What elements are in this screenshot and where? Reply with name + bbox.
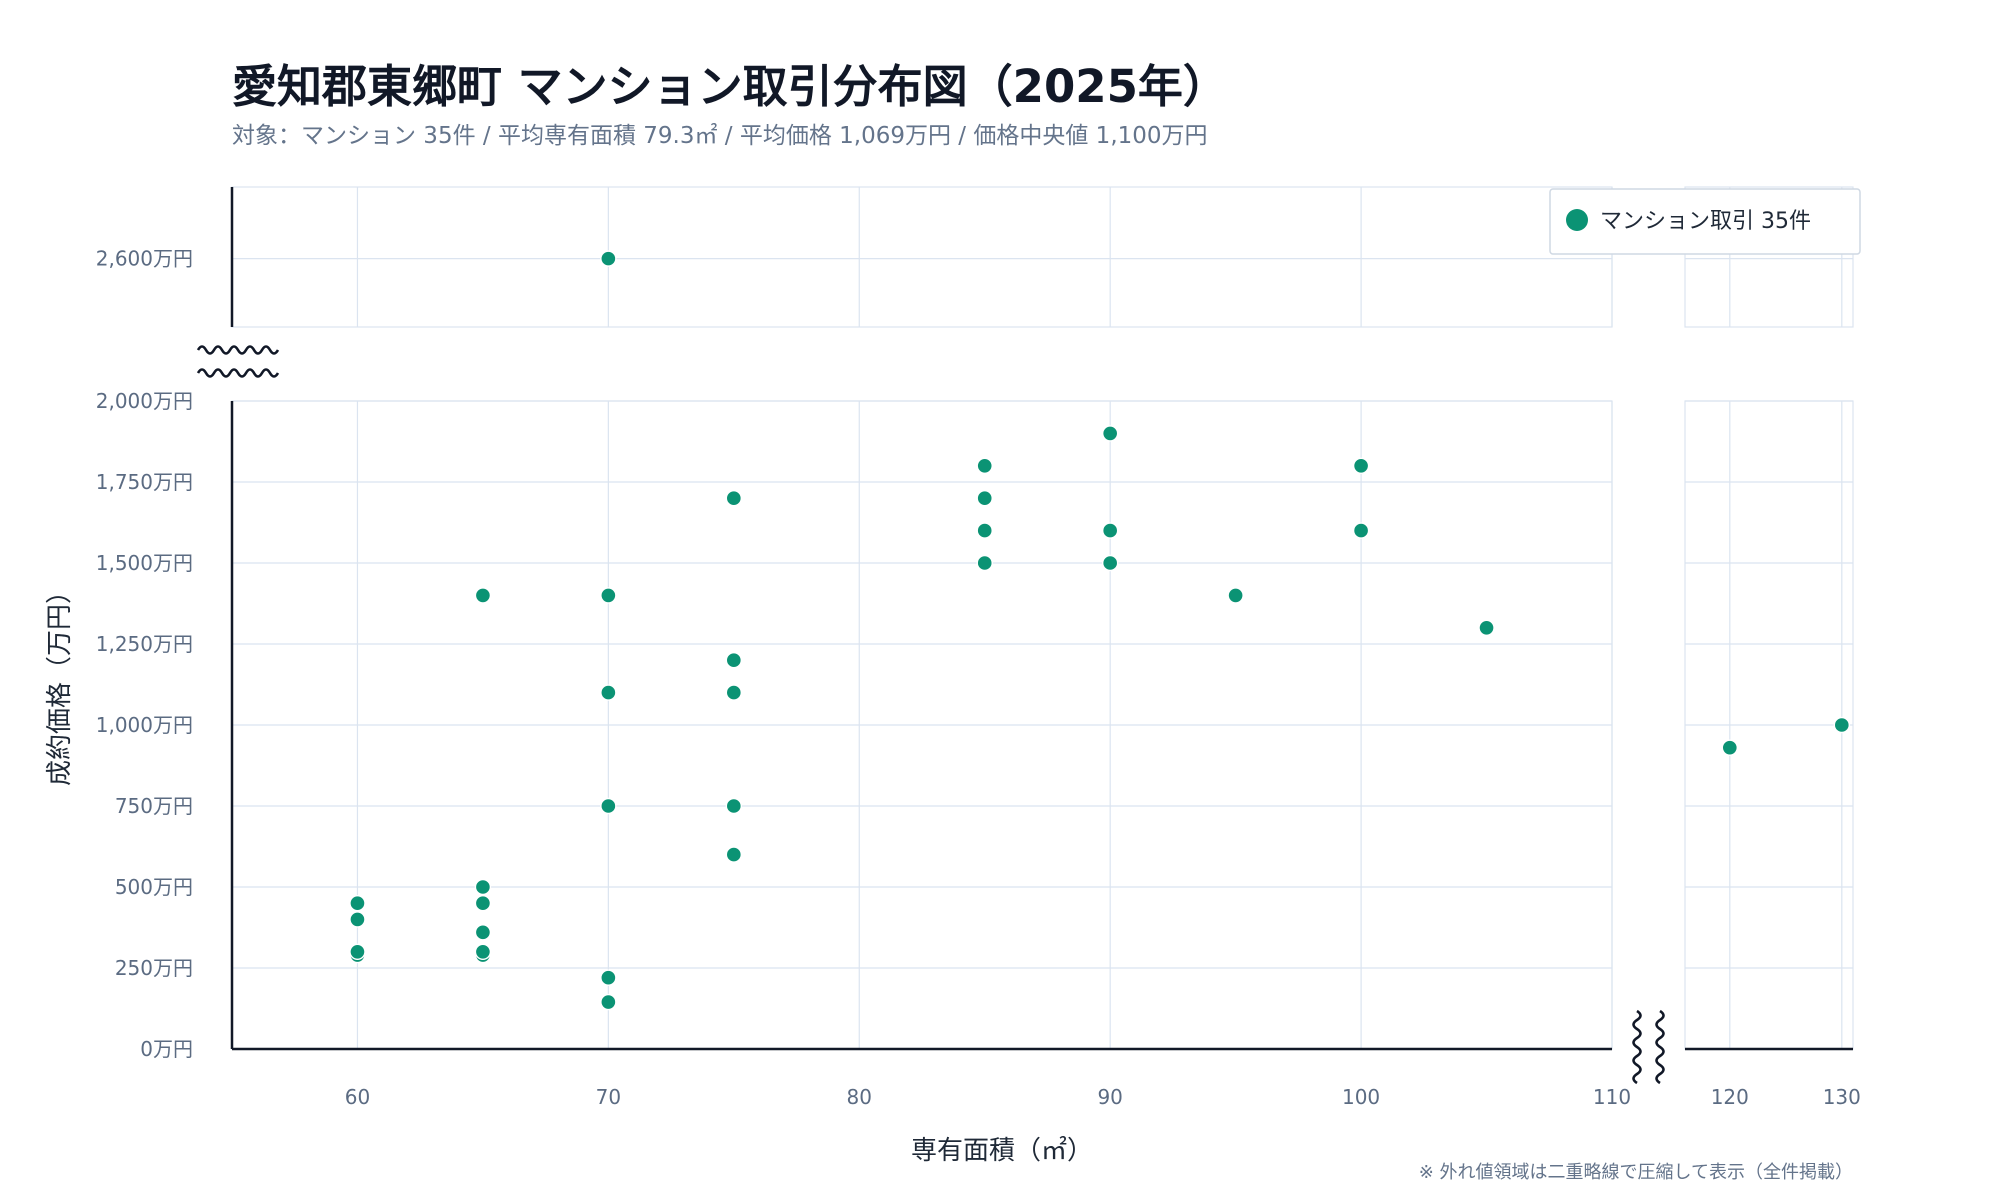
y-tick-label: 2,600万円 xyxy=(96,247,193,271)
x-axis-break-mark xyxy=(1632,1009,1642,1085)
axes xyxy=(230,187,1853,1051)
data-point xyxy=(474,878,492,896)
data-point xyxy=(1478,619,1495,636)
data-point xyxy=(976,522,993,539)
data-point xyxy=(1833,716,1851,734)
data-point xyxy=(1352,522,1370,539)
y-axis-break-mark xyxy=(196,345,280,355)
data-point xyxy=(349,895,366,912)
data-point xyxy=(725,684,743,701)
data-point xyxy=(600,993,617,1011)
y-tick-label: 1,000万円 xyxy=(96,713,193,737)
data-point xyxy=(725,797,743,815)
data-point xyxy=(474,943,492,960)
data-point xyxy=(1721,739,1739,756)
data-point xyxy=(725,490,743,507)
data-point xyxy=(976,554,993,572)
y-tick-label: 1,750万円 xyxy=(96,470,193,494)
chart-subtitle: 対象：マンション 35件 / 平均専有面積 79.3㎡ / 平均価格 1,069… xyxy=(232,123,1208,149)
grid-lines xyxy=(231,186,1854,1050)
data-point xyxy=(976,457,993,474)
y-tick-label: 750万円 xyxy=(115,794,193,818)
x-tick-label: 80 xyxy=(847,1085,872,1109)
y-axis-title: 成約価格（万円） xyxy=(45,578,75,786)
y-tick-label: 0万円 xyxy=(140,1037,193,1061)
x-tick-label: 60 xyxy=(345,1085,370,1109)
data-point xyxy=(1227,587,1244,604)
data-point xyxy=(1101,522,1119,539)
data-point xyxy=(1352,457,1370,474)
y-tick-label: 1,500万円 xyxy=(96,551,193,575)
x-tick-label: 130 xyxy=(1823,1085,1861,1109)
data-point xyxy=(976,490,993,507)
plot-panel-border xyxy=(1684,186,1854,328)
x-tick-label: 90 xyxy=(1097,1085,1122,1109)
legend-box xyxy=(1549,188,1861,255)
x-axis-break-mark xyxy=(1655,1009,1665,1085)
chart-title: 愛知郡東郷町 マンション取引分布図（2025年） xyxy=(232,60,1228,113)
data-point xyxy=(600,797,617,815)
x-axis-title: 専有面積（㎡） xyxy=(911,1136,1093,1166)
data-point xyxy=(474,895,492,912)
y-tick-label: 1,250万円 xyxy=(96,632,193,656)
data-point xyxy=(600,684,617,701)
data-point xyxy=(600,250,617,267)
plot-panel-border xyxy=(231,186,1613,328)
data-point xyxy=(474,587,492,604)
y-tick-label: 2,000万円 xyxy=(96,389,193,413)
tick-labels: 60 70 80 90 100 110 120 130 0万円 250万円 500万円 750万円 1,… xyxy=(96,247,1861,1109)
footnote: ※ 外れ値領域は二重略線で圧縮して表示（全件掲載） xyxy=(1419,1162,1853,1183)
x-tick-label: 70 xyxy=(596,1085,621,1109)
data-point xyxy=(725,846,743,863)
data-point xyxy=(725,652,743,669)
data-points xyxy=(349,250,1851,1011)
data-point xyxy=(600,587,617,604)
data-point xyxy=(1101,554,1119,572)
x-tick-label: 110 xyxy=(1593,1085,1631,1109)
data-point xyxy=(600,969,617,986)
y-tick-label: 500万円 xyxy=(115,875,193,899)
y-tick-label: 250万円 xyxy=(115,956,193,980)
axis-breaks xyxy=(196,345,1665,1085)
legend-marker xyxy=(1566,209,1588,231)
data-point xyxy=(474,924,492,941)
data-point xyxy=(349,911,366,928)
data-point xyxy=(1101,425,1119,442)
x-tick-label: 100 xyxy=(1342,1085,1380,1109)
legend: マンション取引 35件 xyxy=(1549,188,1861,255)
y-axis-break-mark xyxy=(196,368,280,378)
data-point xyxy=(349,943,366,960)
legend-label: マンション取引 35件 xyxy=(1600,209,1811,234)
x-tick-label: 120 xyxy=(1711,1085,1749,1109)
